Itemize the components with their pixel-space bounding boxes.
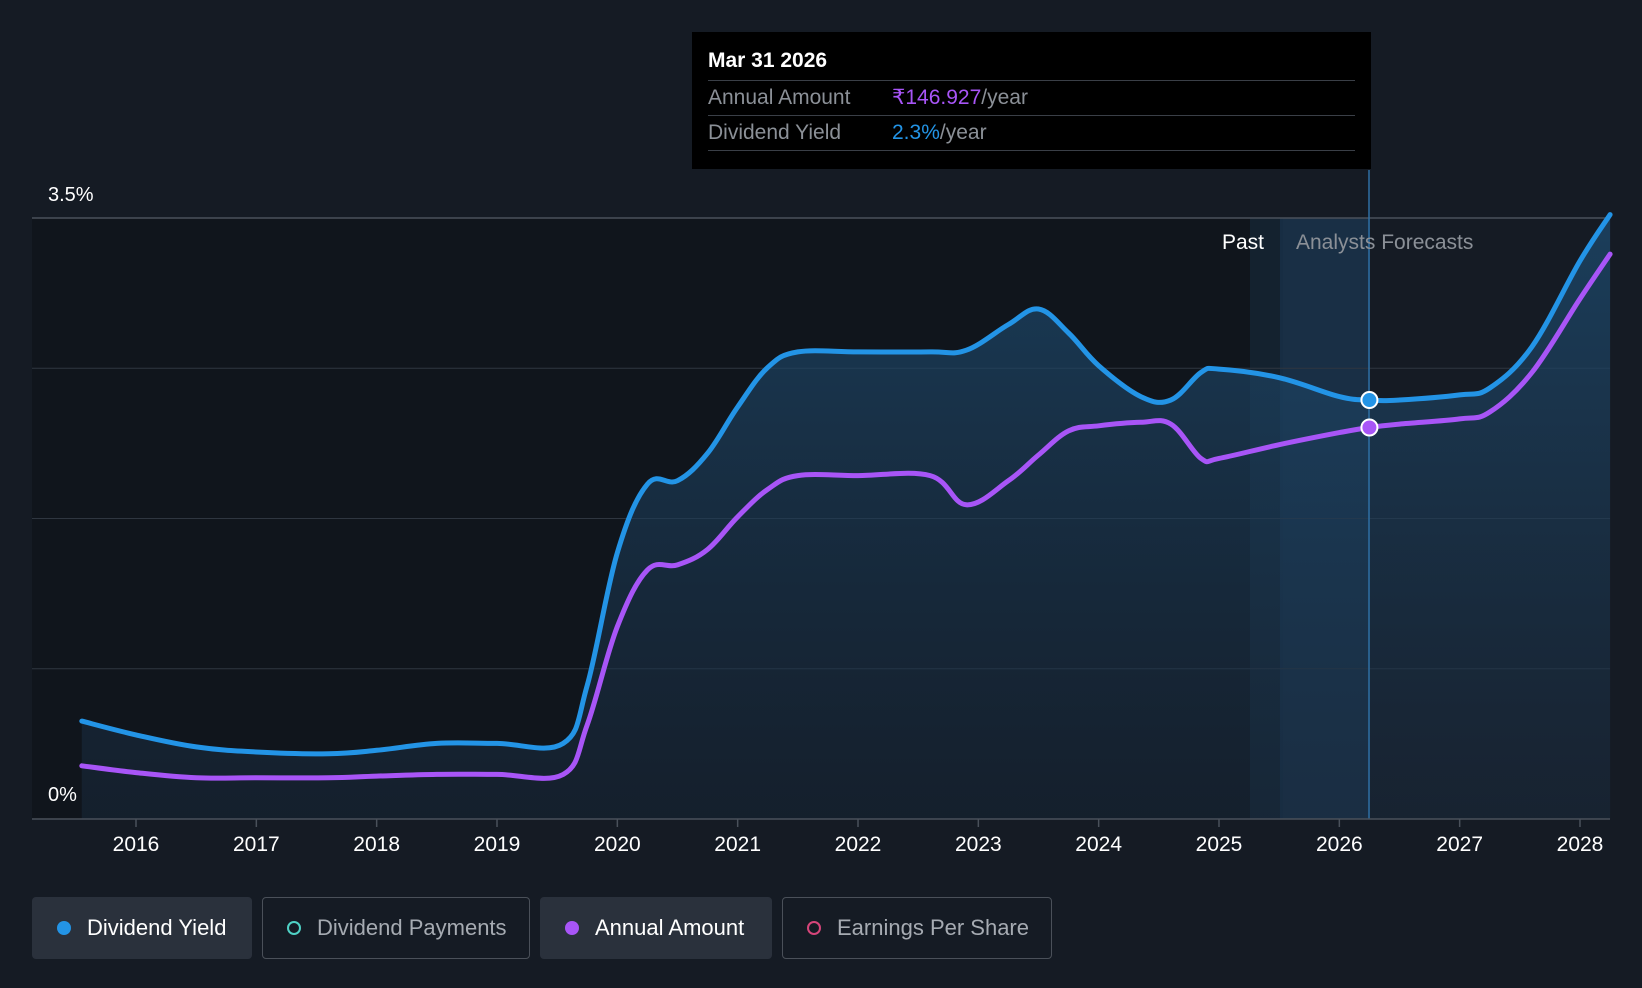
x-tick-label-2017: 2017 bbox=[233, 833, 280, 856]
tooltip-yield-unit: /year bbox=[939, 121, 987, 144]
x-tick-label-2022: 2022 bbox=[835, 833, 882, 856]
legend-dividend-yield-label: Dividend Yield bbox=[87, 915, 227, 940]
y-tick-label-top: 3.5% bbox=[48, 184, 94, 206]
legend-earnings-per-share-label: Earnings Per Share bbox=[837, 915, 1029, 940]
x-tick-label-2023: 2023 bbox=[955, 833, 1002, 856]
tooltip-annual-label: Annual Amount bbox=[708, 86, 851, 109]
legend-dividend-payments-label: Dividend Payments bbox=[317, 915, 507, 940]
legend-annual-amount[interactable]: Annual Amount bbox=[540, 897, 772, 959]
tooltip-annual-value: ₹146.927 bbox=[892, 86, 982, 109]
x-tick-label-2024: 2024 bbox=[1075, 833, 1122, 856]
legend-dividend-payments[interactable]: Dividend Payments bbox=[262, 897, 530, 959]
tooltip-yield-value: 2.3% bbox=[892, 121, 940, 144]
tooltip-yield-row: Dividend Yield 2.3% /year bbox=[708, 116, 1355, 151]
x-tick-label-2026: 2026 bbox=[1316, 833, 1363, 856]
legend-annual-amount-label: Annual Amount bbox=[595, 915, 745, 940]
y-tick-label-bottom: 0% bbox=[48, 784, 77, 806]
earnings-per-share-ring-icon bbox=[807, 921, 821, 935]
x-tick-label-2018: 2018 bbox=[353, 833, 400, 856]
legend-earnings-per-share[interactable]: Earnings Per Share bbox=[782, 897, 1052, 959]
x-tick-label-2016: 2016 bbox=[113, 833, 160, 856]
dividend-yield-dot-icon bbox=[57, 921, 71, 935]
legend: Dividend Yield Dividend Payments Annual … bbox=[32, 897, 1052, 959]
tooltip-annual-unit: /year bbox=[981, 86, 1028, 109]
tooltip-yield-label: Dividend Yield bbox=[708, 121, 842, 144]
x-tick-label-2028: 2028 bbox=[1557, 833, 1604, 856]
x-tick-label-2027: 2027 bbox=[1436, 833, 1483, 856]
tooltip: Mar 31 2026 Annual Amount ₹146.927 /year… bbox=[692, 32, 1371, 169]
x-tick-label-2020: 2020 bbox=[594, 833, 641, 856]
tooltip-date: Mar 31 2026 bbox=[708, 46, 1355, 81]
x-tick-label-2019: 2019 bbox=[474, 833, 521, 856]
annual-amount-dot-icon bbox=[565, 921, 579, 935]
dividend-yield-area bbox=[81, 214, 1611, 820]
dividend-yield-marker bbox=[1360, 391, 1379, 410]
annual-amount-marker bbox=[1360, 418, 1379, 437]
past-label: Past bbox=[1222, 231, 1264, 254]
forecast-label: Analysts Forecasts bbox=[1296, 231, 1473, 254]
legend-dividend-yield[interactable]: Dividend Yield bbox=[32, 897, 252, 959]
x-tick-label-2021: 2021 bbox=[714, 833, 761, 856]
tooltip-annual-row: Annual Amount ₹146.927 /year bbox=[708, 81, 1355, 116]
x-tick-label-2025: 2025 bbox=[1196, 833, 1243, 856]
dividend-payments-ring-icon bbox=[287, 921, 301, 935]
